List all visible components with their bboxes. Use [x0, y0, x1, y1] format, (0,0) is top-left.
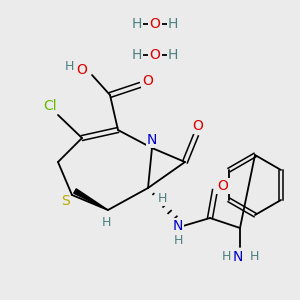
Text: H: H [249, 250, 259, 263]
Text: H: H [132, 48, 142, 62]
Text: H: H [157, 191, 167, 205]
Text: O: O [150, 48, 160, 62]
Polygon shape [74, 189, 108, 210]
Text: S: S [61, 194, 69, 208]
Text: N: N [233, 250, 243, 264]
Text: H: H [168, 48, 178, 62]
Text: O: O [150, 17, 160, 31]
Text: H: H [173, 233, 183, 247]
Text: O: O [193, 119, 203, 133]
Text: H: H [168, 17, 178, 31]
Text: H: H [101, 215, 111, 229]
Text: Cl: Cl [43, 99, 57, 113]
Text: O: O [142, 74, 153, 88]
Text: H: H [221, 250, 231, 263]
Text: O: O [218, 179, 228, 193]
Text: H: H [64, 61, 74, 74]
Text: N: N [147, 133, 157, 147]
Text: O: O [76, 63, 87, 77]
Text: H: H [132, 17, 142, 31]
Text: N: N [173, 219, 183, 233]
